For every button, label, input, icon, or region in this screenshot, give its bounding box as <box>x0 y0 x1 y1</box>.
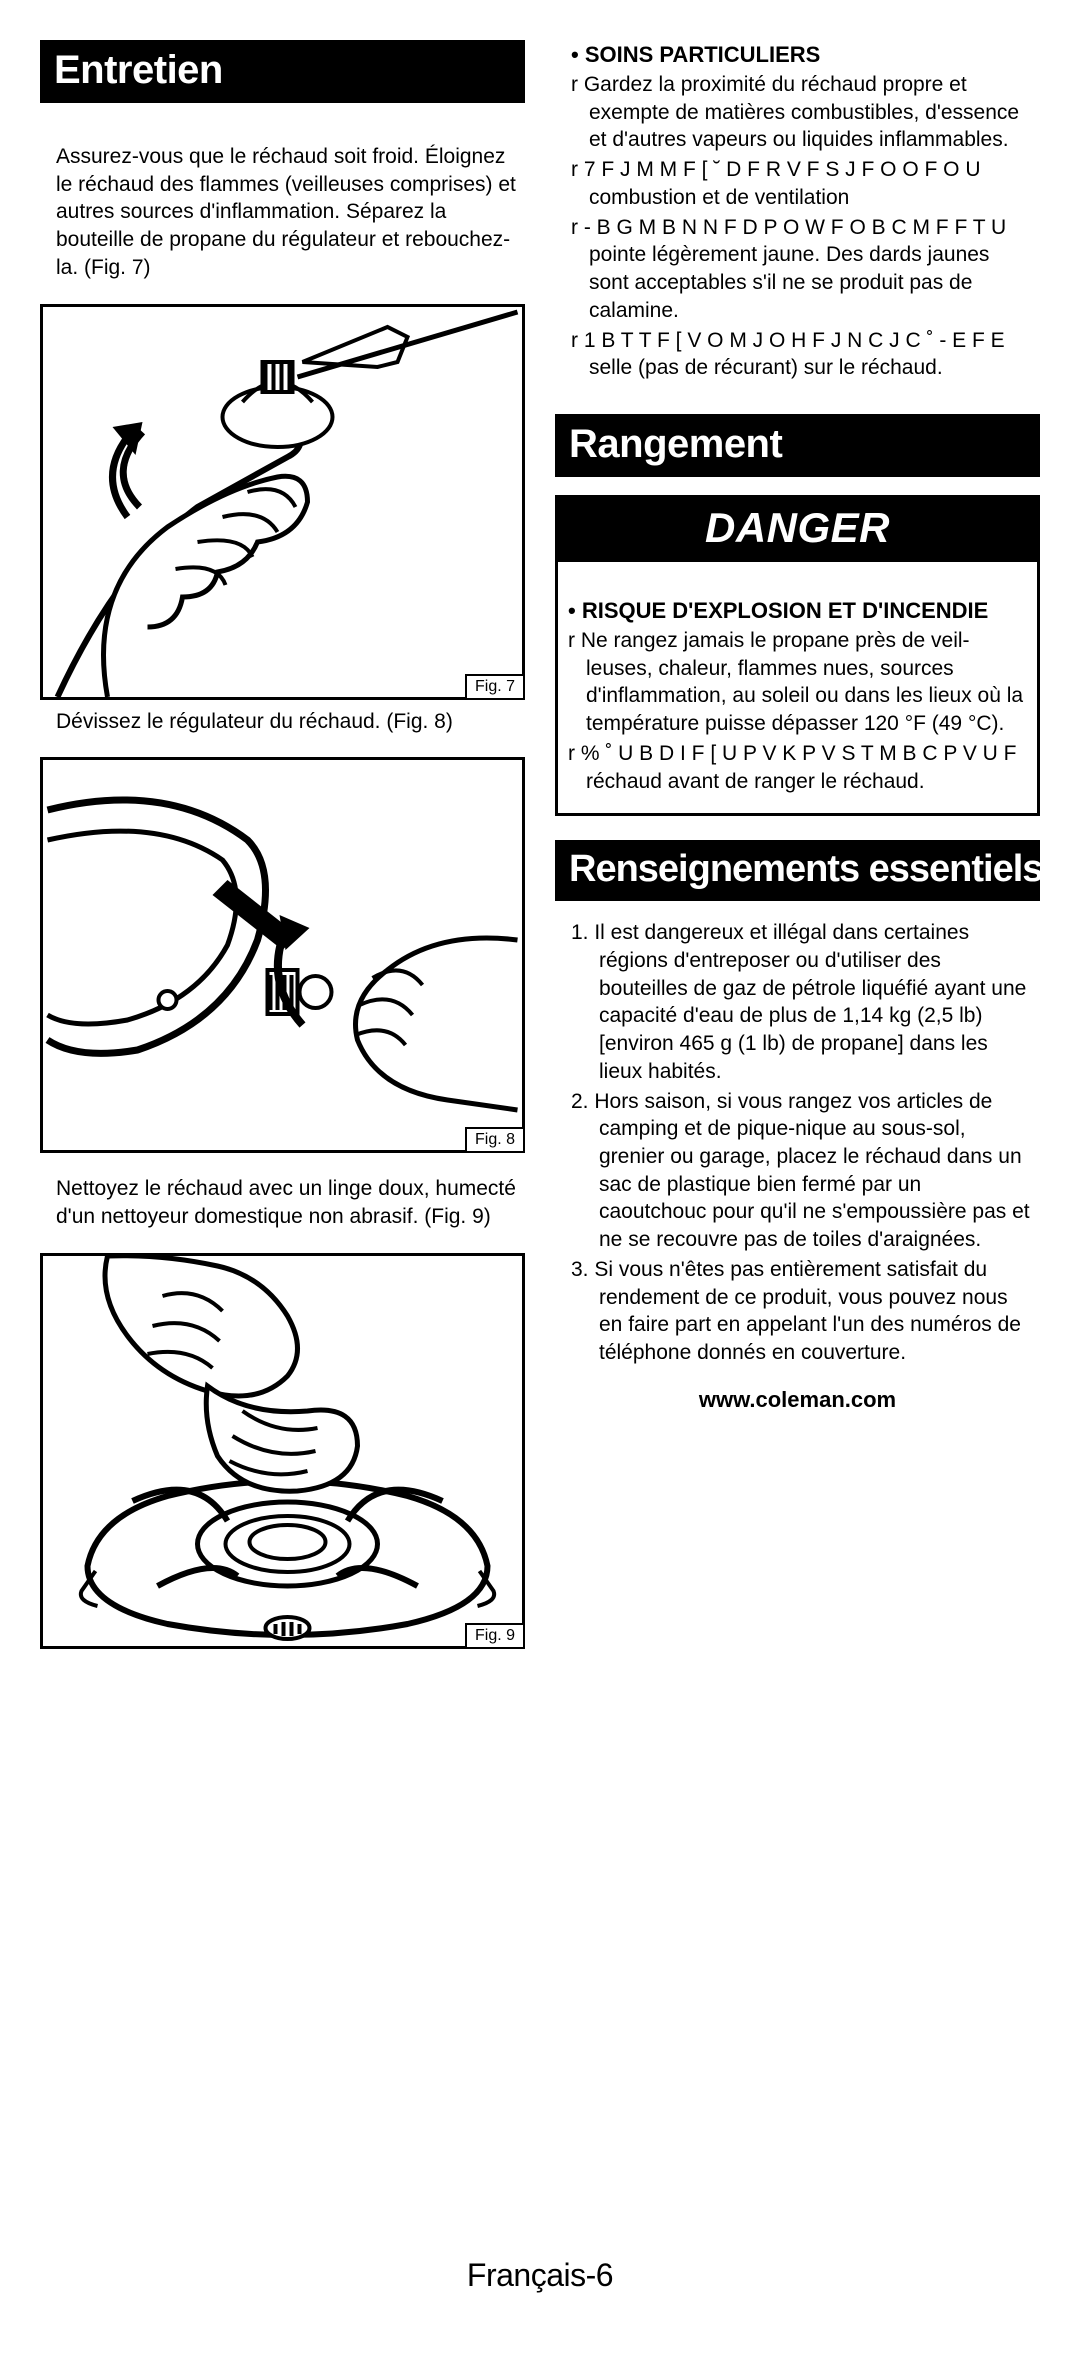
rens-item-3: 3. Si vous n'êtes pas entièrement satisf… <box>571 1256 1034 1367</box>
figure-7: Fig. 7 <box>40 304 525 700</box>
rens-item-2: 2. Hors saison, si vous rangez vos artic… <box>571 1088 1034 1254</box>
renseignements-header: Renseignements essentiels <box>555 840 1040 901</box>
fig7-label: Fig. 7 <box>465 674 525 700</box>
intro-text: Assurez-vous que le réchaud soit froid. … <box>40 143 525 282</box>
figure-8: Fig. 8 <box>40 757 525 1153</box>
rens-item-1: 1. Il est dangereux et illégal dans cert… <box>571 919 1034 1085</box>
figure-9: Fig. 9 <box>40 1253 525 1649</box>
risk-bullet-2: r % ˚ U B D I F [ U P V K P V S T M B C … <box>568 740 1027 795</box>
soins-bullet-2: r 7 F J M M F [ ˘ D F R V F S J F O O F … <box>571 156 1034 211</box>
fig8-label: Fig. 8 <box>465 1127 525 1153</box>
risk-heading: • RISQUE D'EXPLOSION ET D'INCENDIE <box>568 596 1027 625</box>
risk-bullet-1: r Ne rangez jamais le propane près de ve… <box>568 627 1027 738</box>
danger-box: DANGER • RISQUE D'EXPLOSION ET D'INCENDI… <box>555 495 1040 816</box>
rangement-header: Rangement <box>555 414 1040 477</box>
soins-bullet-3: r - B G M B N N F D P O W F O B C M F F … <box>571 214 1034 325</box>
soins-heading: • SOINS PARTICULIERS <box>571 40 1034 69</box>
website-link: www.coleman.com <box>555 1387 1040 1413</box>
danger-header: DANGER <box>558 498 1037 562</box>
step3-text: Nettoyez le réchaud avec un linge doux, … <box>40 1175 525 1230</box>
fig9-label: Fig. 9 <box>465 1623 525 1649</box>
step2-text: Dévissez le régulateur du réchaud. (Fig.… <box>40 708 525 736</box>
soins-bullet-1: r Gardez la proximité du réchaud propre … <box>571 71 1034 154</box>
soins-bullet-4: r 1 B T T F [ V O M J O H F J N C J C ˚ … <box>571 327 1034 382</box>
entretien-header: Entretien <box>40 40 525 103</box>
page-footer: Français-6 <box>40 2257 1040 2294</box>
